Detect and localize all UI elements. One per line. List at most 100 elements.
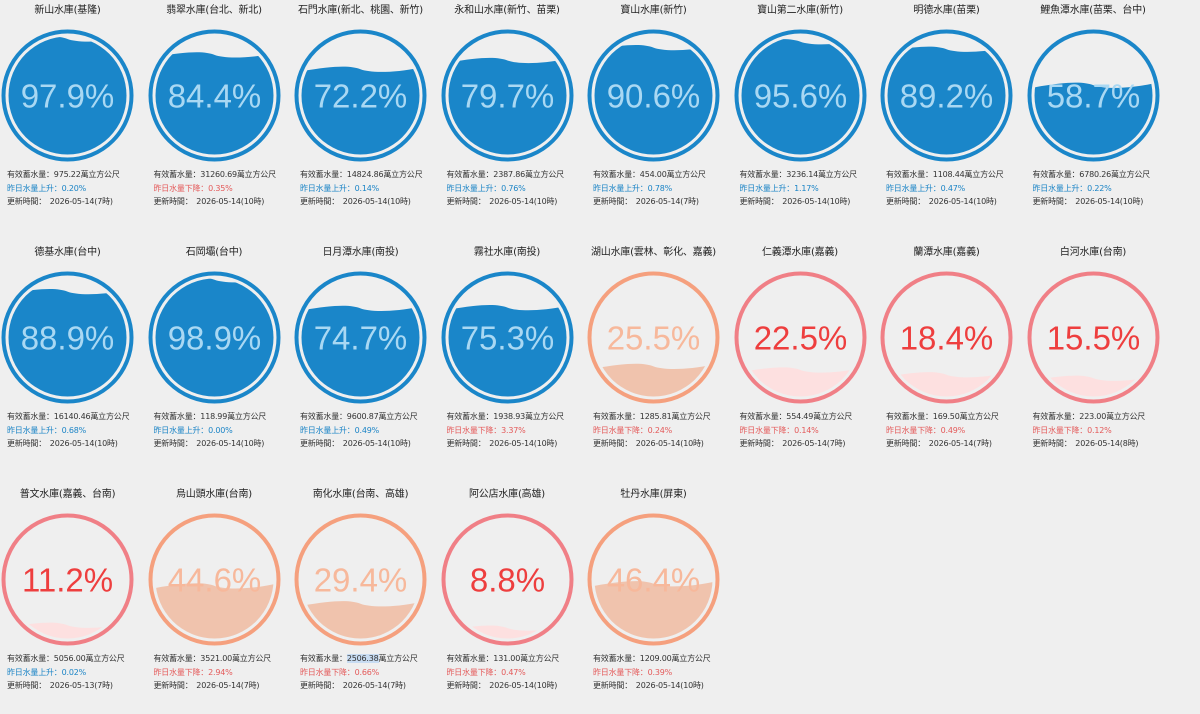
percent-label: 95.6% — [753, 78, 847, 115]
reservoir-card: 南化水庫(台南、高雄) 29.4% 有效蓄水量：2506.38萬立方公尺 昨日水量下降… — [293, 484, 439, 714]
reservoir-info: 有效蓄水量：9600.87萬立方公尺 昨日水量上升：0.49% 更新時間： 2026… — [300, 410, 436, 451]
water-level-gauge: 18.4% — [879, 270, 1014, 405]
daily-change-text: 昨日水量下降：0.35% — [153, 183, 233, 193]
reservoir-info: 有效蓄水量：169.50萬立方公尺 昨日水量下降：0.49% 更新時間： 2026-… — [886, 410, 1022, 451]
reservoir-name: 明德水庫(苗栗) — [913, 5, 980, 16]
daily-change-text: 昨日水量下降：0.39% — [593, 667, 673, 677]
water-level-gauge: 22.5% — [733, 270, 868, 405]
reservoir-info: 有效蓄水量：16140.46萬立方公尺 昨日水量上升：0.68% 更新時間： 202… — [7, 410, 143, 451]
water-fill — [155, 278, 273, 397]
water-level-gauge: 79.7% — [440, 28, 575, 163]
water-level-gauge: 98.9% — [147, 270, 282, 405]
water-level-gauge: 95.6% — [733, 28, 868, 163]
percent-label: 58.7% — [1046, 78, 1140, 115]
reservoir-info: 有效蓄水量：2387.86萬立方公尺 昨日水量上升：0.76% 更新時間： 2026… — [447, 168, 583, 209]
reservoir-name: 湖山水庫(雲林、彰化、嘉義) — [590, 247, 716, 258]
update-time-text: 更新時間： 2026-05-14(10時) — [153, 439, 265, 448]
reservoir-name: 鯉魚潭水庫(苗栗、台中) — [1040, 5, 1146, 16]
reservoir-name: 寶山水庫(新竹) — [620, 5, 687, 16]
update-time-text: 更新時間： 2026-05-14(10時) — [300, 197, 411, 206]
gauge-ring — [148, 271, 280, 404]
reservoir-info: 有效蓄水量：554.49萬立方公尺 昨日水量下降：0.14% 更新時間： 2026-… — [740, 410, 876, 451]
water-fill — [8, 287, 127, 397]
reservoir-name: 牡丹水庫(屏東) — [620, 489, 687, 500]
water-level-gauge: 8.8% — [440, 512, 575, 647]
percent-label: 15.5% — [1046, 320, 1140, 357]
water-fill — [741, 37, 859, 155]
daily-change-text: 昨日水量下降：2.94% — [153, 667, 233, 677]
update-time-text: 更新時間： 2026-05-14(7時) — [886, 439, 992, 448]
percent-label: 97.9% — [21, 78, 115, 115]
daily-change-text: 昨日水量下降：3.37% — [446, 425, 526, 435]
reservoir-name: 石門水庫(新北、桃園、新竹) — [297, 5, 423, 16]
gauge-ring — [148, 29, 280, 162]
reservoir-name: 南化水庫(台南、高雄) — [312, 489, 409, 500]
storage-text: 有效蓄水量：2506.38萬立方公尺 — [300, 654, 418, 663]
reservoir-name: 霧社水庫(南投) — [473, 247, 541, 258]
daily-change-text: 昨日水量上升：0.76% — [446, 183, 526, 193]
gauge-ring — [294, 513, 427, 646]
daily-change-text: 昨日水量上升：0.68% — [7, 425, 87, 435]
percent-label: 11.2% — [22, 562, 113, 599]
reservoir-card: 白河水庫(台南) 15.5% 有效蓄水量：223.00萬立方公尺 昨日水量下降：0.1… — [1026, 242, 1172, 472]
reservoir-card: 霧社水庫(南投) 75.3% 有效蓄水量：1938.93萬立方公尺 昨日水量下降：3.… — [440, 242, 586, 472]
daily-change-text: 昨日水量上升：0.47% — [886, 183, 966, 193]
storage-text: 有效蓄水量：16140.46萬立方公尺 — [7, 412, 130, 421]
reservoir-name: 仁義潭水庫(嘉義) — [761, 247, 838, 258]
water-fill — [887, 45, 1006, 155]
water-level-gauge: 44.6% — [147, 512, 282, 647]
daily-change-text: 昨日水量下降：0.14% — [739, 425, 819, 435]
reservoir-name: 寶山第二水庫(新竹) — [757, 5, 843, 16]
update-time-text: 更新時間： 2026-05-14(7時) — [739, 439, 846, 448]
storage-text: 有效蓄水量：554.49萬立方公尺 — [739, 412, 853, 421]
percent-label: 29.4% — [314, 562, 408, 599]
reservoir-info: 有效蓄水量：454.00萬立方公尺 昨日水量上升：0.78% 更新時間： 2026-… — [593, 168, 729, 209]
update-time-text: 更新時間： 2026-05-14(10時) — [593, 439, 704, 448]
gauge-ring — [880, 271, 1013, 404]
percent-label: 90.6% — [607, 78, 701, 115]
storage-text: 有效蓄水量：975.22萬立方公尺 — [7, 170, 120, 179]
gauge-ring — [1, 29, 134, 162]
percent-label: 46.4% — [607, 562, 701, 599]
percent-label: 74.7% — [314, 320, 408, 357]
reservoir-info: 有效蓄水量：223.00萬立方公尺 昨日水量下降：0.12% 更新時間： 2026-… — [1033, 410, 1169, 451]
water-level-gauge: 89.2% — [879, 28, 1014, 163]
update-time-text: 更新時間： 2026-05-14(10時) — [1032, 197, 1144, 206]
water-level-gauge: 75.3% — [440, 270, 575, 405]
percent-label: 98.9% — [167, 320, 261, 357]
update-time-text: 更新時間： 2026-05-14(10時) — [7, 439, 118, 448]
daily-change-text: 昨日水量下降：0.47% — [446, 667, 526, 677]
reservoir-card: 新山水庫(基隆) 97.9% 有效蓄水量：975.22萬立方公尺 昨日水量上升：0.2… — [0, 0, 146, 230]
gauge-ring — [441, 271, 573, 404]
gauge-ring — [734, 29, 866, 162]
gauge-ring — [1027, 271, 1159, 404]
percent-label: 84.4% — [167, 78, 261, 115]
storage-text: 有效蓄水量：169.50萬立方公尺 — [886, 412, 999, 421]
storage-text: 有效蓄水量：1938.93萬立方公尺 — [446, 412, 565, 421]
storage-text: 有效蓄水量：131.00萬立方公尺 — [446, 654, 560, 663]
reservoir-info: 有效蓄水量：131.00萬立方公尺 昨日水量下降：0.47% 更新時間： 2026-… — [447, 652, 583, 693]
reservoir-card: 烏山頭水庫(台南) 44.6% 有效蓄水量：3521.00萬立方公尺 昨日水量下降：2… — [147, 484, 293, 714]
percent-label: 8.8% — [469, 562, 544, 599]
reservoir-card: 石岡壩(台中) 98.9% 有效蓄水量：118.99萬立方公尺 昨日水量上升：0.00… — [147, 242, 293, 472]
update-time-text: 更新時間： 2026-05-14(10時) — [153, 197, 265, 206]
update-time-text: 更新時間： 2026-05-14(10時) — [300, 439, 411, 448]
reservoir-card: 仁義潭水庫(嘉義) 22.5% 有效蓄水量：554.49萬立方公尺 昨日水量下降：0.… — [733, 242, 879, 472]
reservoir-name: 永和山水庫(新竹、苗栗) — [454, 5, 560, 16]
update-time-text: 更新時間： 2026-05-14(7時) — [300, 681, 406, 690]
update-time-text: 更新時間： 2026-05-14(7時) — [593, 197, 699, 206]
storage-text: 有效蓄水量：3236.14萬立方公尺 — [739, 170, 858, 179]
update-time-text: 更新時間： 2026-05-13(7時) — [7, 681, 113, 690]
reservoir-card: 蘭潭水庫(嘉義) 18.4% 有效蓄水量：169.50萬立方公尺 昨日水量下降：0.4… — [879, 242, 1025, 472]
gauge-ring — [1, 271, 134, 404]
water-level-gauge: 88.9% — [0, 270, 135, 405]
percent-label: 44.6% — [167, 562, 261, 599]
water-fill — [448, 56, 566, 155]
update-time-text: 更新時間： 2026-05-14(8時) — [1032, 439, 1139, 448]
storage-text: 有效蓄水量：1285.81萬立方公尺 — [593, 412, 711, 421]
storage-text: 有效蓄水量：6780.26萬立方公尺 — [1032, 170, 1151, 179]
update-time-text: 更新時間： 2026-05-14(7時) — [7, 197, 113, 206]
water-level-gauge: 58.7% — [1026, 28, 1161, 163]
reservoir-name: 阿公店水庫(高雄) — [468, 489, 545, 500]
